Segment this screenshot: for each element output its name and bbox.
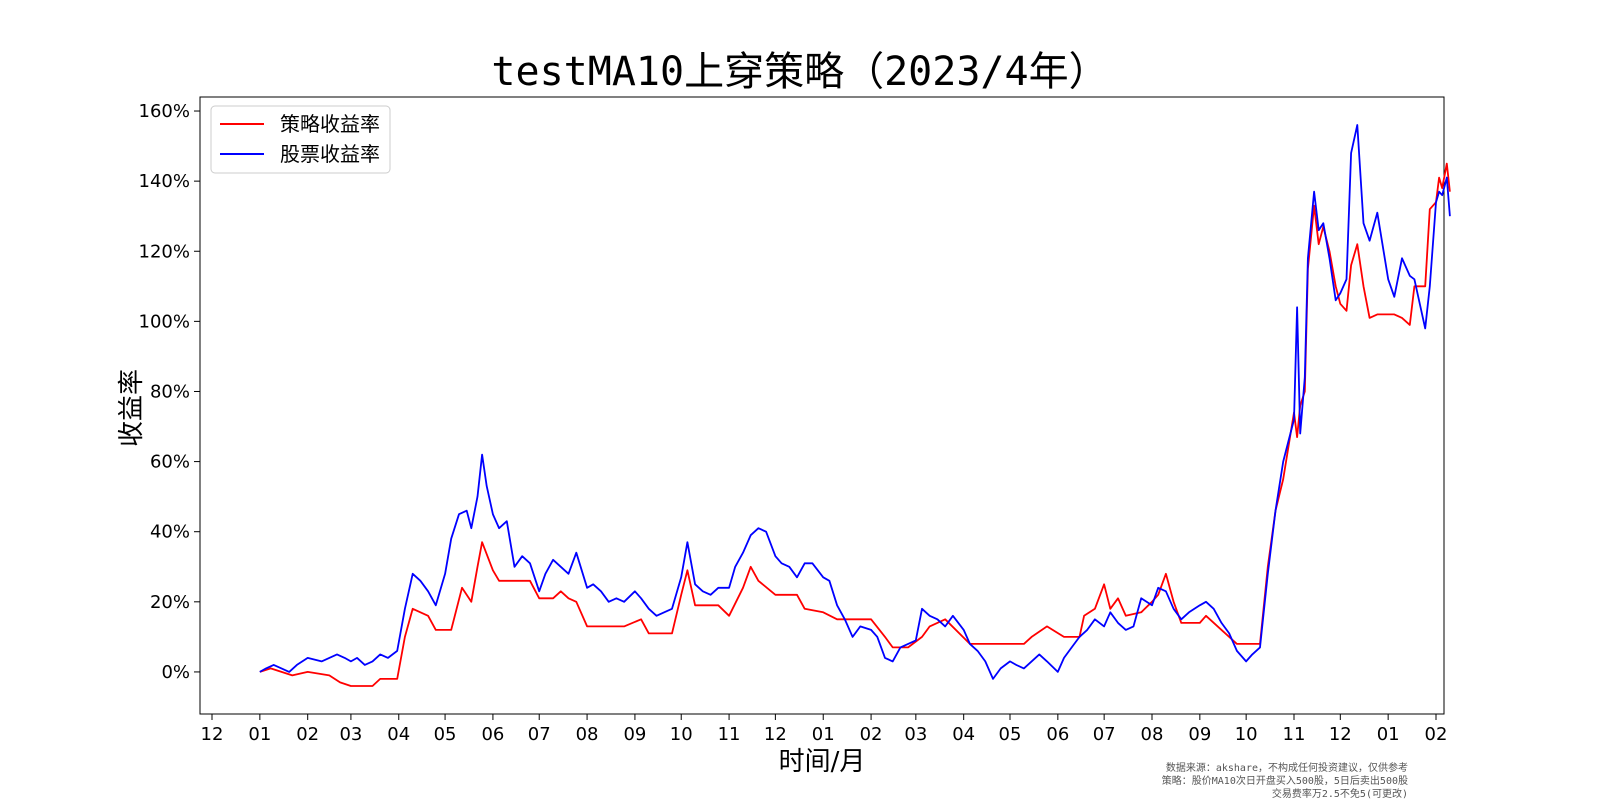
legend-label-strategy: 策略收益率: [280, 112, 380, 136]
y-tick-label: 120%: [139, 241, 190, 262]
y-tick-label: 160%: [139, 101, 190, 122]
footnote-line-3: 交易费率万2.5不免5(可更改): [1272, 787, 1408, 800]
y-tick-label: 80%: [150, 381, 190, 402]
y-tick-label: 0%: [161, 662, 190, 683]
x-tick-label: 12: [201, 724, 224, 745]
x-tick-label: 03: [904, 724, 927, 745]
y-axis-label: 收益率: [117, 369, 147, 447]
x-tick-label: 01: [248, 724, 271, 745]
x-tick-label: 06: [481, 724, 504, 745]
legend-label-stock: 股票收益率: [280, 142, 380, 166]
series-line-stock: [259, 124, 1451, 680]
x-tick-label: 05: [434, 724, 457, 745]
legend: 策略收益率 股票收益率: [210, 105, 391, 174]
x-tick-label: 12: [764, 724, 787, 745]
footnote-line-2: 策略：股价MA10次日开盘买入500股，5日后卖出500股: [1162, 774, 1408, 787]
x-tick-label: 02: [860, 724, 883, 745]
series-lines: [259, 124, 1451, 687]
x-tick-label: 01: [812, 724, 835, 745]
x-tick-label: 02: [1425, 724, 1448, 745]
x-tick-label: 09: [1188, 724, 1211, 745]
footnote-line-1: 数据来源：akshare，不构成任何投资建议，仅供参考: [1166, 761, 1408, 774]
x-tick-label: 11: [1283, 724, 1306, 745]
x-tick-label: 04: [952, 724, 975, 745]
x-axis-label: 时间/月: [779, 747, 866, 777]
y-tick-label: 20%: [150, 592, 190, 613]
legend-box: [210, 105, 391, 174]
x-tick-label: 11: [718, 724, 741, 745]
y-tick-label: 140%: [139, 171, 190, 192]
footnote: 数据来源：akshare，不构成任何投资建议，仅供参考 策略：股价MA10次日开…: [1162, 761, 1408, 800]
y-tick-label: 40%: [150, 522, 190, 543]
x-axis: 12 01 02 03 04 05 06 07 08 09 10 11 12 01 02 03 04 05 06 07…: [201, 714, 1448, 745]
y-tick-label: 100%: [139, 311, 190, 332]
x-tick-label: 07: [528, 724, 551, 745]
y-axis: 0% 20% 40% 60% 80% 100% 120% 140% 160%: [139, 101, 200, 683]
chart-title: testMA10上穿策略（2023/4年）: [491, 49, 1108, 95]
plot-area: [199, 96, 1445, 715]
x-tick-label: 08: [1141, 724, 1164, 745]
x-tick-label: 12: [1329, 724, 1352, 745]
x-tick-label: 08: [576, 724, 599, 745]
x-tick-label: 03: [339, 724, 362, 745]
x-tick-label: 04: [387, 724, 410, 745]
x-tick-label: 02: [296, 724, 319, 745]
x-tick-label: 07: [1093, 724, 1116, 745]
x-tick-label: 06: [1046, 724, 1069, 745]
x-tick-label: 10: [1235, 724, 1258, 745]
x-tick-label: 10: [670, 724, 693, 745]
x-tick-label: 01: [1377, 724, 1400, 745]
x-tick-label: 05: [999, 724, 1022, 745]
y-tick-label: 60%: [150, 452, 190, 473]
x-tick-label: 09: [623, 724, 646, 745]
